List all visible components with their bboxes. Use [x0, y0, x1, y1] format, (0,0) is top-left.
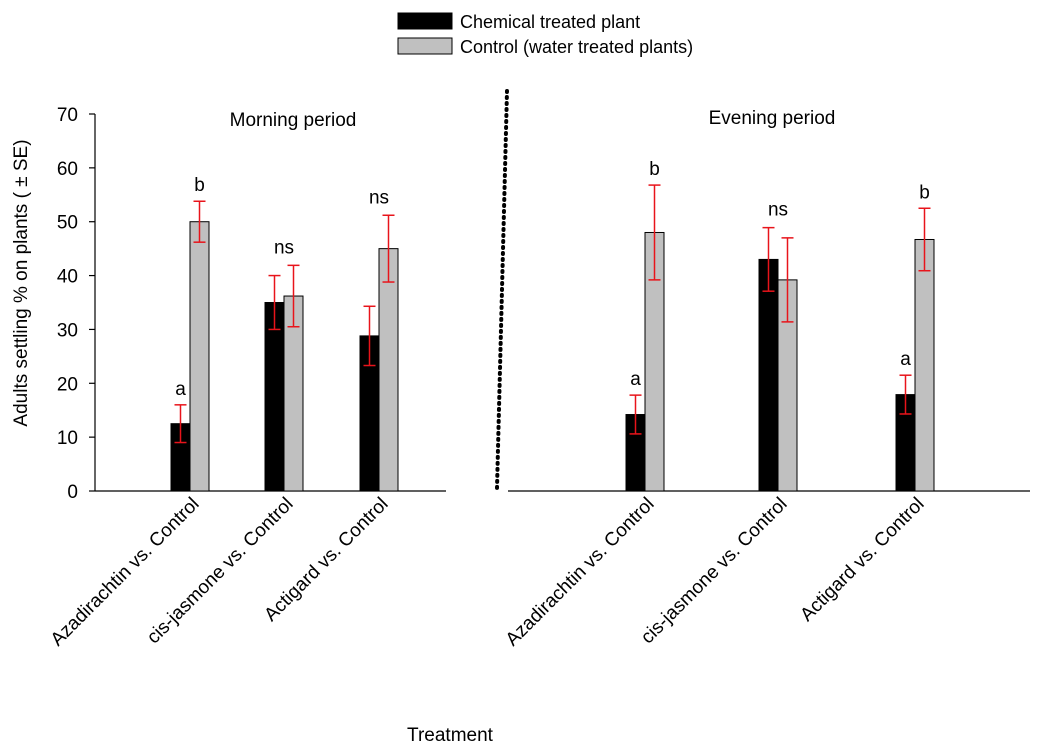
significance-label-ns: ns [369, 187, 389, 208]
legend: Chemical treated plant Control (water tr… [397, 12, 693, 57]
y-tick-label: 50 [57, 213, 78, 234]
y-tick-label: 0 [67, 482, 78, 503]
legend-label-chemical: Chemical treated plant [460, 12, 640, 32]
legend-swatch-control [397, 37, 453, 55]
bar-control [189, 221, 210, 492]
significance-label-ns: ns [274, 237, 294, 258]
bar-control [914, 238, 935, 492]
x-category-label: Azadirachtin vs. Control [47, 494, 204, 651]
bar-chemical [264, 302, 285, 492]
y-axis-title: Adults settling % on plants ( ± SE) [11, 139, 32, 426]
significance-label: b [194, 175, 205, 196]
panel-title-evening: Evening period [709, 108, 836, 129]
legend-label-control: Control (water treated plants) [460, 37, 693, 57]
significance-label: b [649, 159, 660, 180]
panel-title-morning: Morning period [230, 110, 357, 131]
significance-label-ns: ns [768, 200, 788, 221]
y-tick-label: 40 [57, 267, 78, 288]
y-tick-label: 30 [57, 320, 78, 341]
x-category-label: Actigard vs. Control [796, 494, 928, 626]
chart-marks: 0 10 20 30 40 50 60 70 a b Azadirachtin vs. Contro… [47, 105, 1030, 650]
y-tick-label: 70 [57, 105, 78, 126]
significance-label: a [900, 349, 911, 370]
significance-label: b [919, 182, 930, 203]
legend-swatch-chemical [397, 12, 453, 30]
x-category-label: Azadirachtin vs. Control [502, 494, 659, 651]
y-tick-label: 20 [57, 374, 78, 395]
significance-label: a [175, 379, 186, 400]
bar-chemical [758, 258, 779, 492]
significance-label: a [630, 369, 641, 390]
panel-divider [495, 89, 509, 490]
x-axis-title: Treatment [407, 725, 494, 742]
bar-control [378, 248, 399, 492]
x-category-label: cis-jasmone vs. Control [637, 494, 791, 648]
y-tick-label: 10 [57, 428, 78, 449]
y-tick-label: 60 [57, 159, 78, 180]
